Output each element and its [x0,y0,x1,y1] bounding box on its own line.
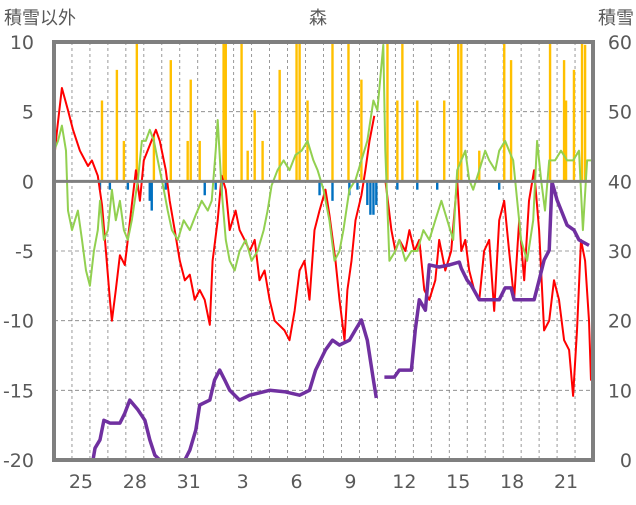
blue-bar [372,181,375,215]
x-tick-label: 9 [344,471,356,493]
yellow-bar [115,69,119,182]
red-series-line [384,169,592,397]
yellow-bar [122,140,126,182]
plot-border [52,40,595,462]
right-tick-label: 20 [608,311,632,333]
yellow-bar [278,69,281,182]
left-tick-label: 0 [22,171,34,193]
left-tick-label: -20 [3,450,34,472]
yellow-bar [443,100,446,182]
left-tick-label: -15 [3,380,34,402]
blue-bar [356,181,359,190]
right-axis-label: 積雪 [598,8,634,29]
blue-bar [214,181,217,190]
yellow-bar [360,79,363,182]
yellow-bar [396,100,399,182]
blue-bar [203,181,206,196]
purple-series-line [54,318,379,462]
right-tick-label: 10 [608,380,632,402]
blue-bar [148,181,151,201]
yellow-bar [386,42,389,182]
yellow-bar [253,110,256,182]
yellow-bar [331,42,334,182]
left-tick-label: -10 [3,311,34,333]
blue-bar [126,181,130,190]
x-tick-label: 6 [291,471,303,493]
yellow-bar [135,42,139,182]
blue-bar [164,181,167,190]
yellow-bar [478,150,481,182]
yellow-bar [580,42,584,182]
yellow-bar [222,42,225,182]
blue-bar [375,181,378,206]
yellow-bar [198,140,201,182]
blue-bar [331,181,334,201]
x-tick-label: 31 [177,471,201,493]
x-tick-label: 15 [446,471,470,493]
right-tick-label: 0 [620,450,632,472]
x-tick-label: 21 [554,471,578,493]
x-tick-label: 25 [69,471,93,493]
blue-bar [416,181,419,190]
right-tick-label: 60 [608,32,632,54]
yellow-bar [416,100,419,182]
yellow-bar [189,79,192,182]
x-tick-label: 28 [123,471,147,493]
blue-bar [396,181,399,190]
line-series [53,43,592,462]
purple-series-line [384,180,590,379]
left-tick-label: -5 [15,241,34,263]
yellow-bar [295,42,298,182]
yellow-bar [224,42,227,182]
yellow-bar [572,69,576,182]
bar-series [98,42,587,215]
yellow-bar [583,44,587,182]
yellow-bar [401,42,404,182]
yellow-bar [169,60,172,182]
yellow-bar [347,42,350,182]
left-axis-label: 積雪以外 [4,8,76,29]
x-tick-label: 12 [392,471,416,493]
blue-bar [436,181,439,190]
green-series-line [53,43,591,287]
yellow-bar [298,42,301,182]
right-tick-label: 40 [608,171,632,193]
right-tick-label: 50 [608,102,632,124]
x-tick-label: 18 [500,471,524,493]
blue-bar [498,181,501,190]
blue-bar [318,181,321,196]
left-tick-label: 5 [22,102,34,124]
yellow-bar [548,42,552,182]
yellow-bar [457,42,460,182]
blue-bar [366,181,369,206]
plot-frame [52,40,595,462]
left-tick-label: 10 [10,32,34,54]
blue-bar [108,181,112,190]
yellow-bar [152,135,156,182]
x-tick-label: 3 [237,471,249,493]
yellow-bar [564,100,568,182]
chart-title: 森 [309,8,327,29]
yellow-bar [460,42,463,182]
right-tick-label: 30 [608,241,632,263]
yellow-bar [503,42,506,182]
yellow-bar [240,42,243,182]
yellow-bar [261,140,264,182]
yellow-bar [186,140,189,182]
yellow-bar [562,60,566,182]
yellow-bar [509,60,513,182]
yellow-bar [100,100,104,182]
blue-bar [369,181,372,215]
yellow-bar [246,150,249,182]
blue-bar [150,181,153,211]
